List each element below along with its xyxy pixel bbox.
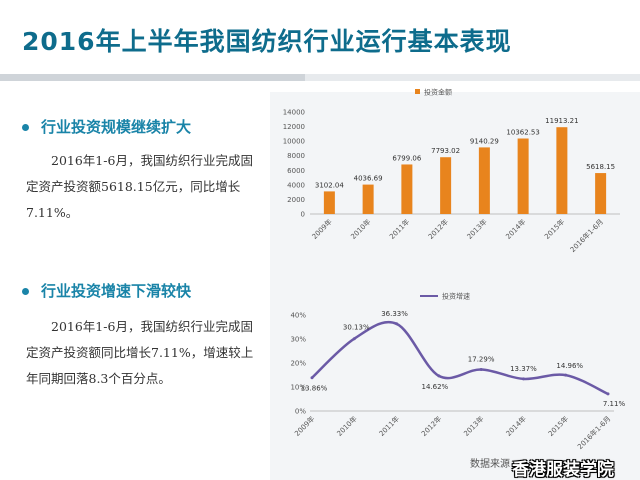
x-tick-label: 2014年 (504, 217, 528, 241)
x-tick-label: 2015年 (546, 414, 570, 438)
data-label: 7.11% (603, 400, 626, 408)
title-rule-light (305, 74, 640, 81)
section2-heading-text: 行业投资增速下滑较快 (41, 282, 192, 300)
x-tick-label: 2011年 (377, 414, 401, 438)
bar (517, 138, 529, 214)
y-tick-label: 40% (290, 312, 306, 320)
bar (595, 173, 607, 214)
x-tick-label: 2014年 (504, 414, 528, 438)
investment-growth-line-chart: 投资增速 0% 10% 20% 30% 40% 13.86% 2009年 30.13% 2010年… (290, 292, 626, 451)
data-point (521, 377, 525, 381)
growth-line (311, 321, 609, 396)
chart-panel-background (270, 92, 640, 480)
data-point (352, 337, 356, 341)
data-label: 4036.69 (354, 175, 383, 183)
bullet-icon (22, 124, 29, 131)
y-tick-label: 4000 (287, 181, 305, 189)
bar (440, 157, 452, 214)
x-tick-label: 2012年 (419, 414, 443, 438)
bar (362, 184, 374, 214)
bar (323, 191, 335, 214)
y-tick-label: 2000 (287, 196, 305, 204)
x-tick-label: 2016年1-6月 (568, 217, 605, 254)
bar (401, 164, 413, 214)
section1-heading: 行业投资规模继续扩大 (22, 116, 191, 137)
y-tick-label: 0 (301, 211, 305, 219)
data-label: 10362.53 (506, 129, 539, 137)
y-tick-label: 10% (290, 384, 306, 392)
section2-heading: 行业投资增速下滑较快 (22, 280, 191, 301)
section2-text: 2016年1-6月，我国纺织行业完成固定资产投资额同比增长7.11%，增速较上年… (26, 319, 254, 386)
section1-text: 2016年1-6月，我国纺织行业完成固定资产投资额5618.15亿元，同比增长7… (26, 153, 253, 220)
x-tick-label: 2010年 (349, 217, 373, 241)
bullet-icon (22, 288, 29, 295)
y-tick-label: 10000 (283, 138, 305, 146)
bar (556, 127, 568, 214)
data-label: 6799.06 (392, 154, 421, 162)
y-tick-label: 0% (295, 408, 306, 416)
data-point (437, 374, 441, 378)
x-tick-label: 2013年 (465, 217, 489, 241)
data-label: 36.33% (381, 310, 408, 318)
page-title: 2016年上半年我国纺织行业运行基本表现 (22, 27, 512, 56)
y-tick-label: 20% (290, 360, 306, 368)
data-source-note: 数据来源： (470, 459, 520, 470)
data-label: 14.96% (556, 362, 583, 370)
legend-swatch (415, 89, 420, 94)
watermark-logo-text: 香港服装学院 (512, 460, 614, 480)
y-tick-label: 30% (290, 336, 306, 344)
data-label: 14.62% (422, 383, 449, 391)
data-point (310, 376, 314, 380)
legend-label: 投资金额 (424, 88, 452, 97)
x-tick-label: 2009年 (292, 414, 316, 438)
title-rule-dark (0, 74, 305, 81)
investment-bar-chart: 投资金额 0 2000 4000 6000 8000 10000 12000 14000 3102… (283, 88, 620, 254)
data-label: 9140.29 (470, 137, 499, 145)
data-label: 13.37% (510, 365, 537, 373)
data-point (395, 322, 399, 326)
data-point (606, 392, 610, 396)
data-label: 17.29% (468, 356, 495, 364)
x-tick-label: 2015年 (542, 217, 566, 241)
data-label: 7793.02 (431, 147, 460, 155)
data-point (479, 368, 483, 372)
x-tick-label: 2011年 (387, 217, 411, 241)
data-label: 30.13% (343, 324, 370, 332)
data-label: 13.86% (301, 385, 328, 393)
data-label: 5618.15 (586, 163, 615, 171)
section1-heading-text: 行业投资规模继续扩大 (41, 118, 192, 136)
data-label: 11913.21 (545, 117, 578, 125)
legend-label: 投资增速 (442, 292, 470, 301)
x-tick-label: 2010年 (335, 414, 359, 438)
y-tick-label: 14000 (283, 109, 305, 117)
y-tick-label: 6000 (287, 167, 305, 175)
bar (478, 147, 490, 214)
data-point (564, 373, 568, 377)
x-tick-label: 2013年 (462, 414, 486, 438)
y-tick-label: 8000 (287, 152, 305, 160)
x-tick-label: 2009年 (310, 217, 334, 241)
y-tick-label: 12000 (283, 123, 305, 131)
x-tick-label: 2012年 (426, 217, 450, 241)
x-tick-label: 2016年1-6月 (575, 414, 612, 451)
data-label: 3102.04 (315, 181, 344, 189)
